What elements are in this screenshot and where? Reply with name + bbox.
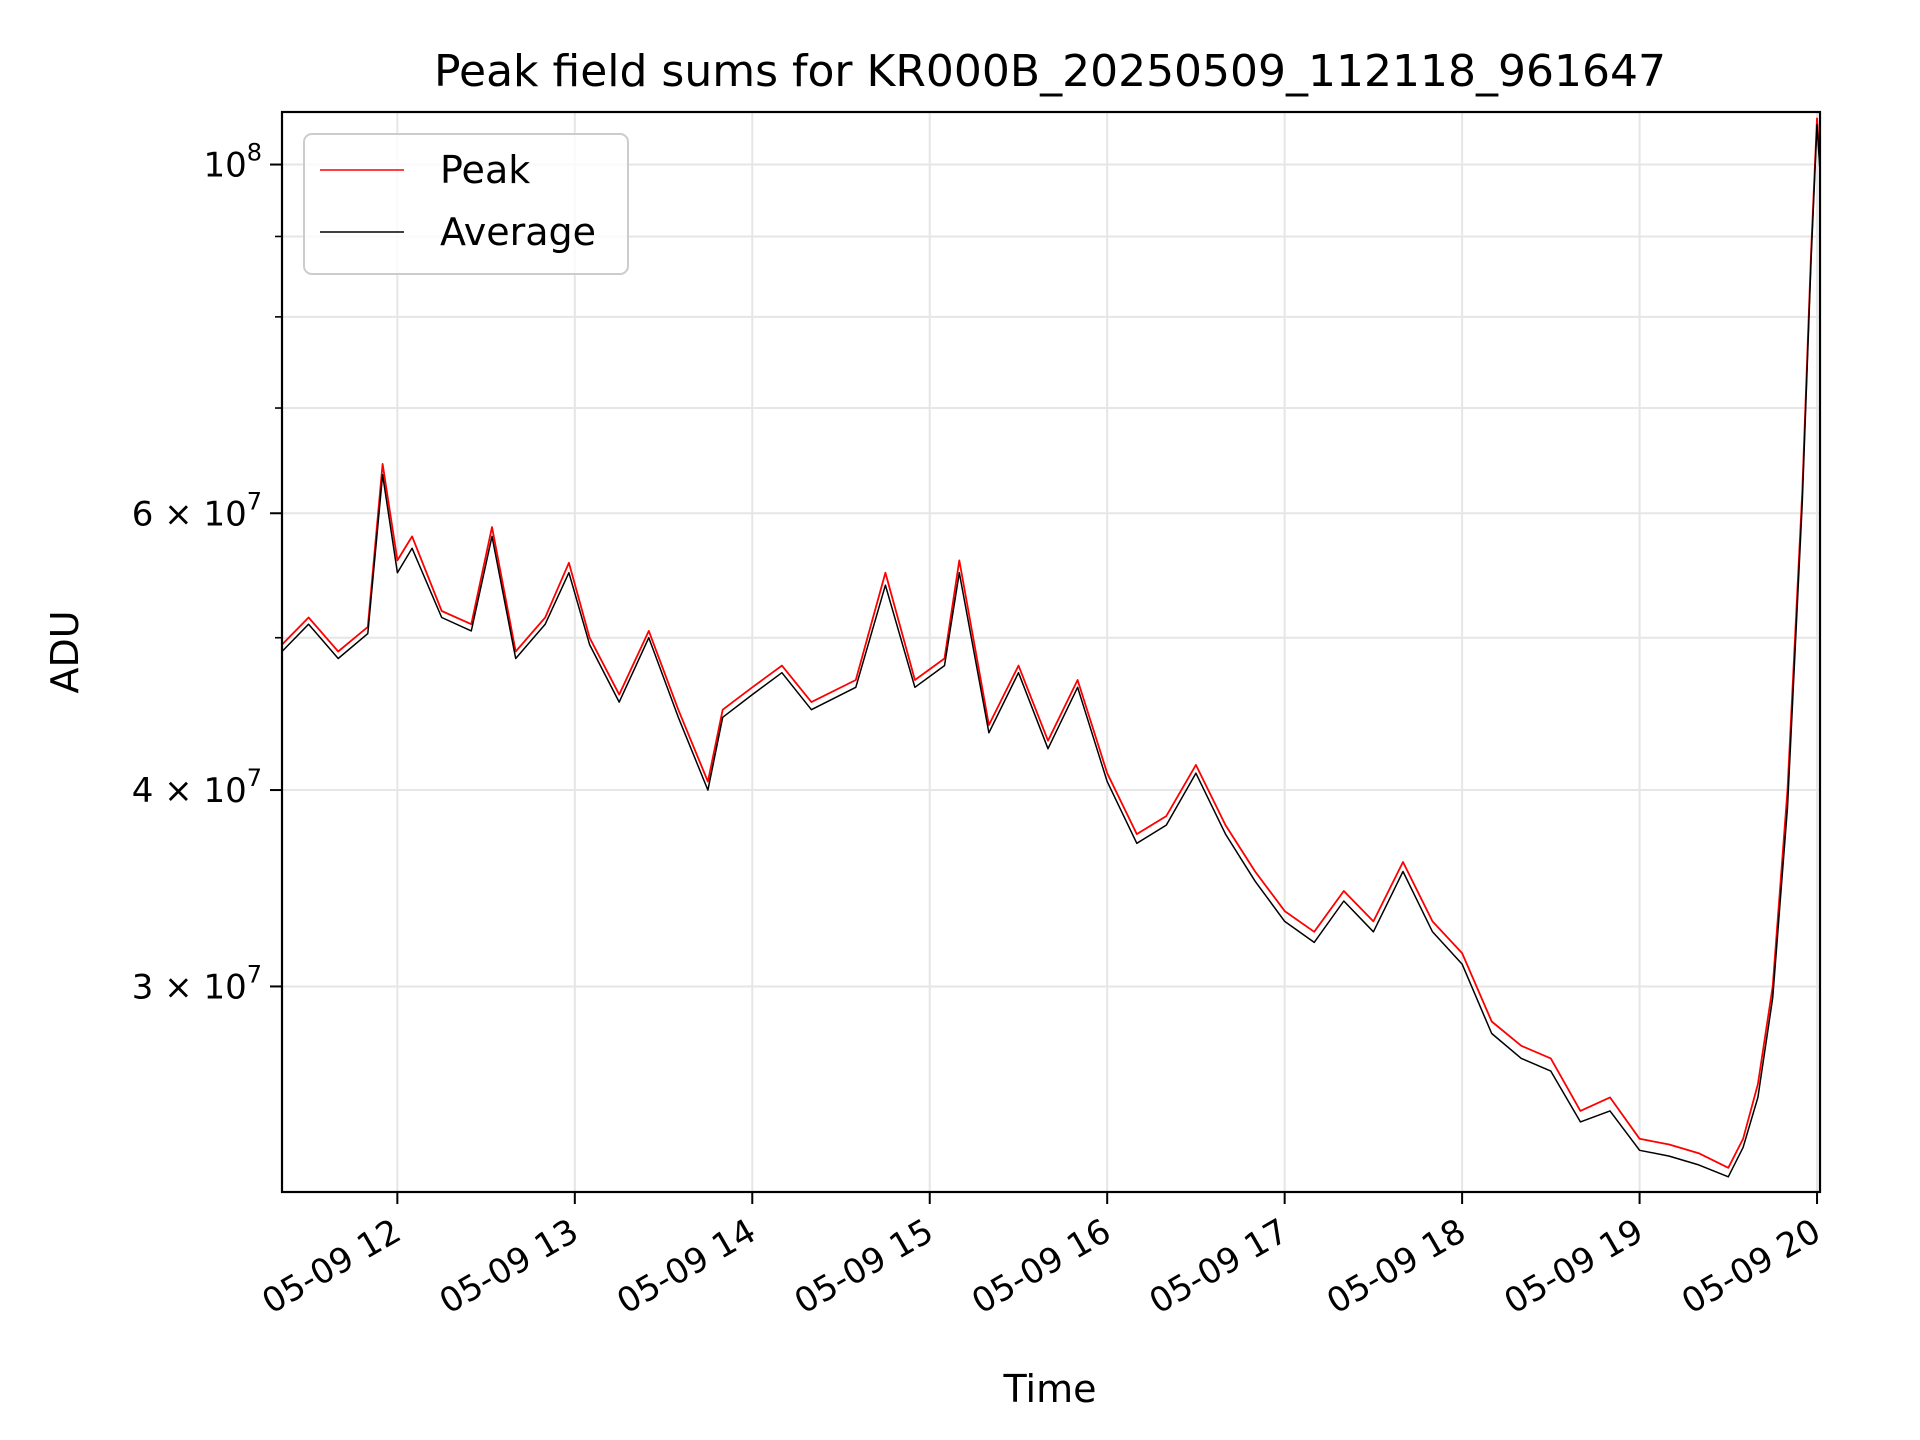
plot-area — [282, 112, 1820, 1192]
legend: Peak Average — [303, 133, 629, 275]
y-tick-label: 4 × 107 — [132, 764, 262, 811]
y-tick-label-exponent: 7 — [247, 487, 262, 515]
y-tick-label: 108 — [203, 139, 262, 186]
legend-label-average: Average — [440, 210, 596, 254]
y-tick-label-base: 4 × 10 — [132, 771, 247, 811]
x-axis-label: Time — [1003, 1367, 1097, 1411]
plot-frame — [280, 110, 1822, 1194]
y-axis-label: ADU — [43, 610, 87, 693]
y-tick-label-base: 3 × 10 — [132, 967, 247, 1007]
chart-title: Peak field sums for KR000B_20250509_1121… — [434, 46, 1666, 97]
y-tick-label-exponent: 7 — [247, 960, 262, 988]
legend-label-peak: Peak — [440, 148, 530, 192]
series-layer — [281, 117, 1821, 1178]
legend-box — [303, 133, 629, 275]
y-tick-label: 6 × 107 — [132, 487, 262, 534]
y-tick-label-base: 6 × 10 — [132, 494, 247, 534]
grid — [282, 112, 1820, 1192]
y-tick-label: 3 × 107 — [132, 960, 262, 1007]
y-tick-label-exponent: 8 — [247, 139, 262, 167]
y-tick-label-base: 10 — [203, 146, 246, 186]
series-line-average — [281, 124, 1821, 1178]
y-tick-label-exponent: 7 — [247, 764, 262, 792]
series-line-peak — [281, 117, 1821, 1169]
